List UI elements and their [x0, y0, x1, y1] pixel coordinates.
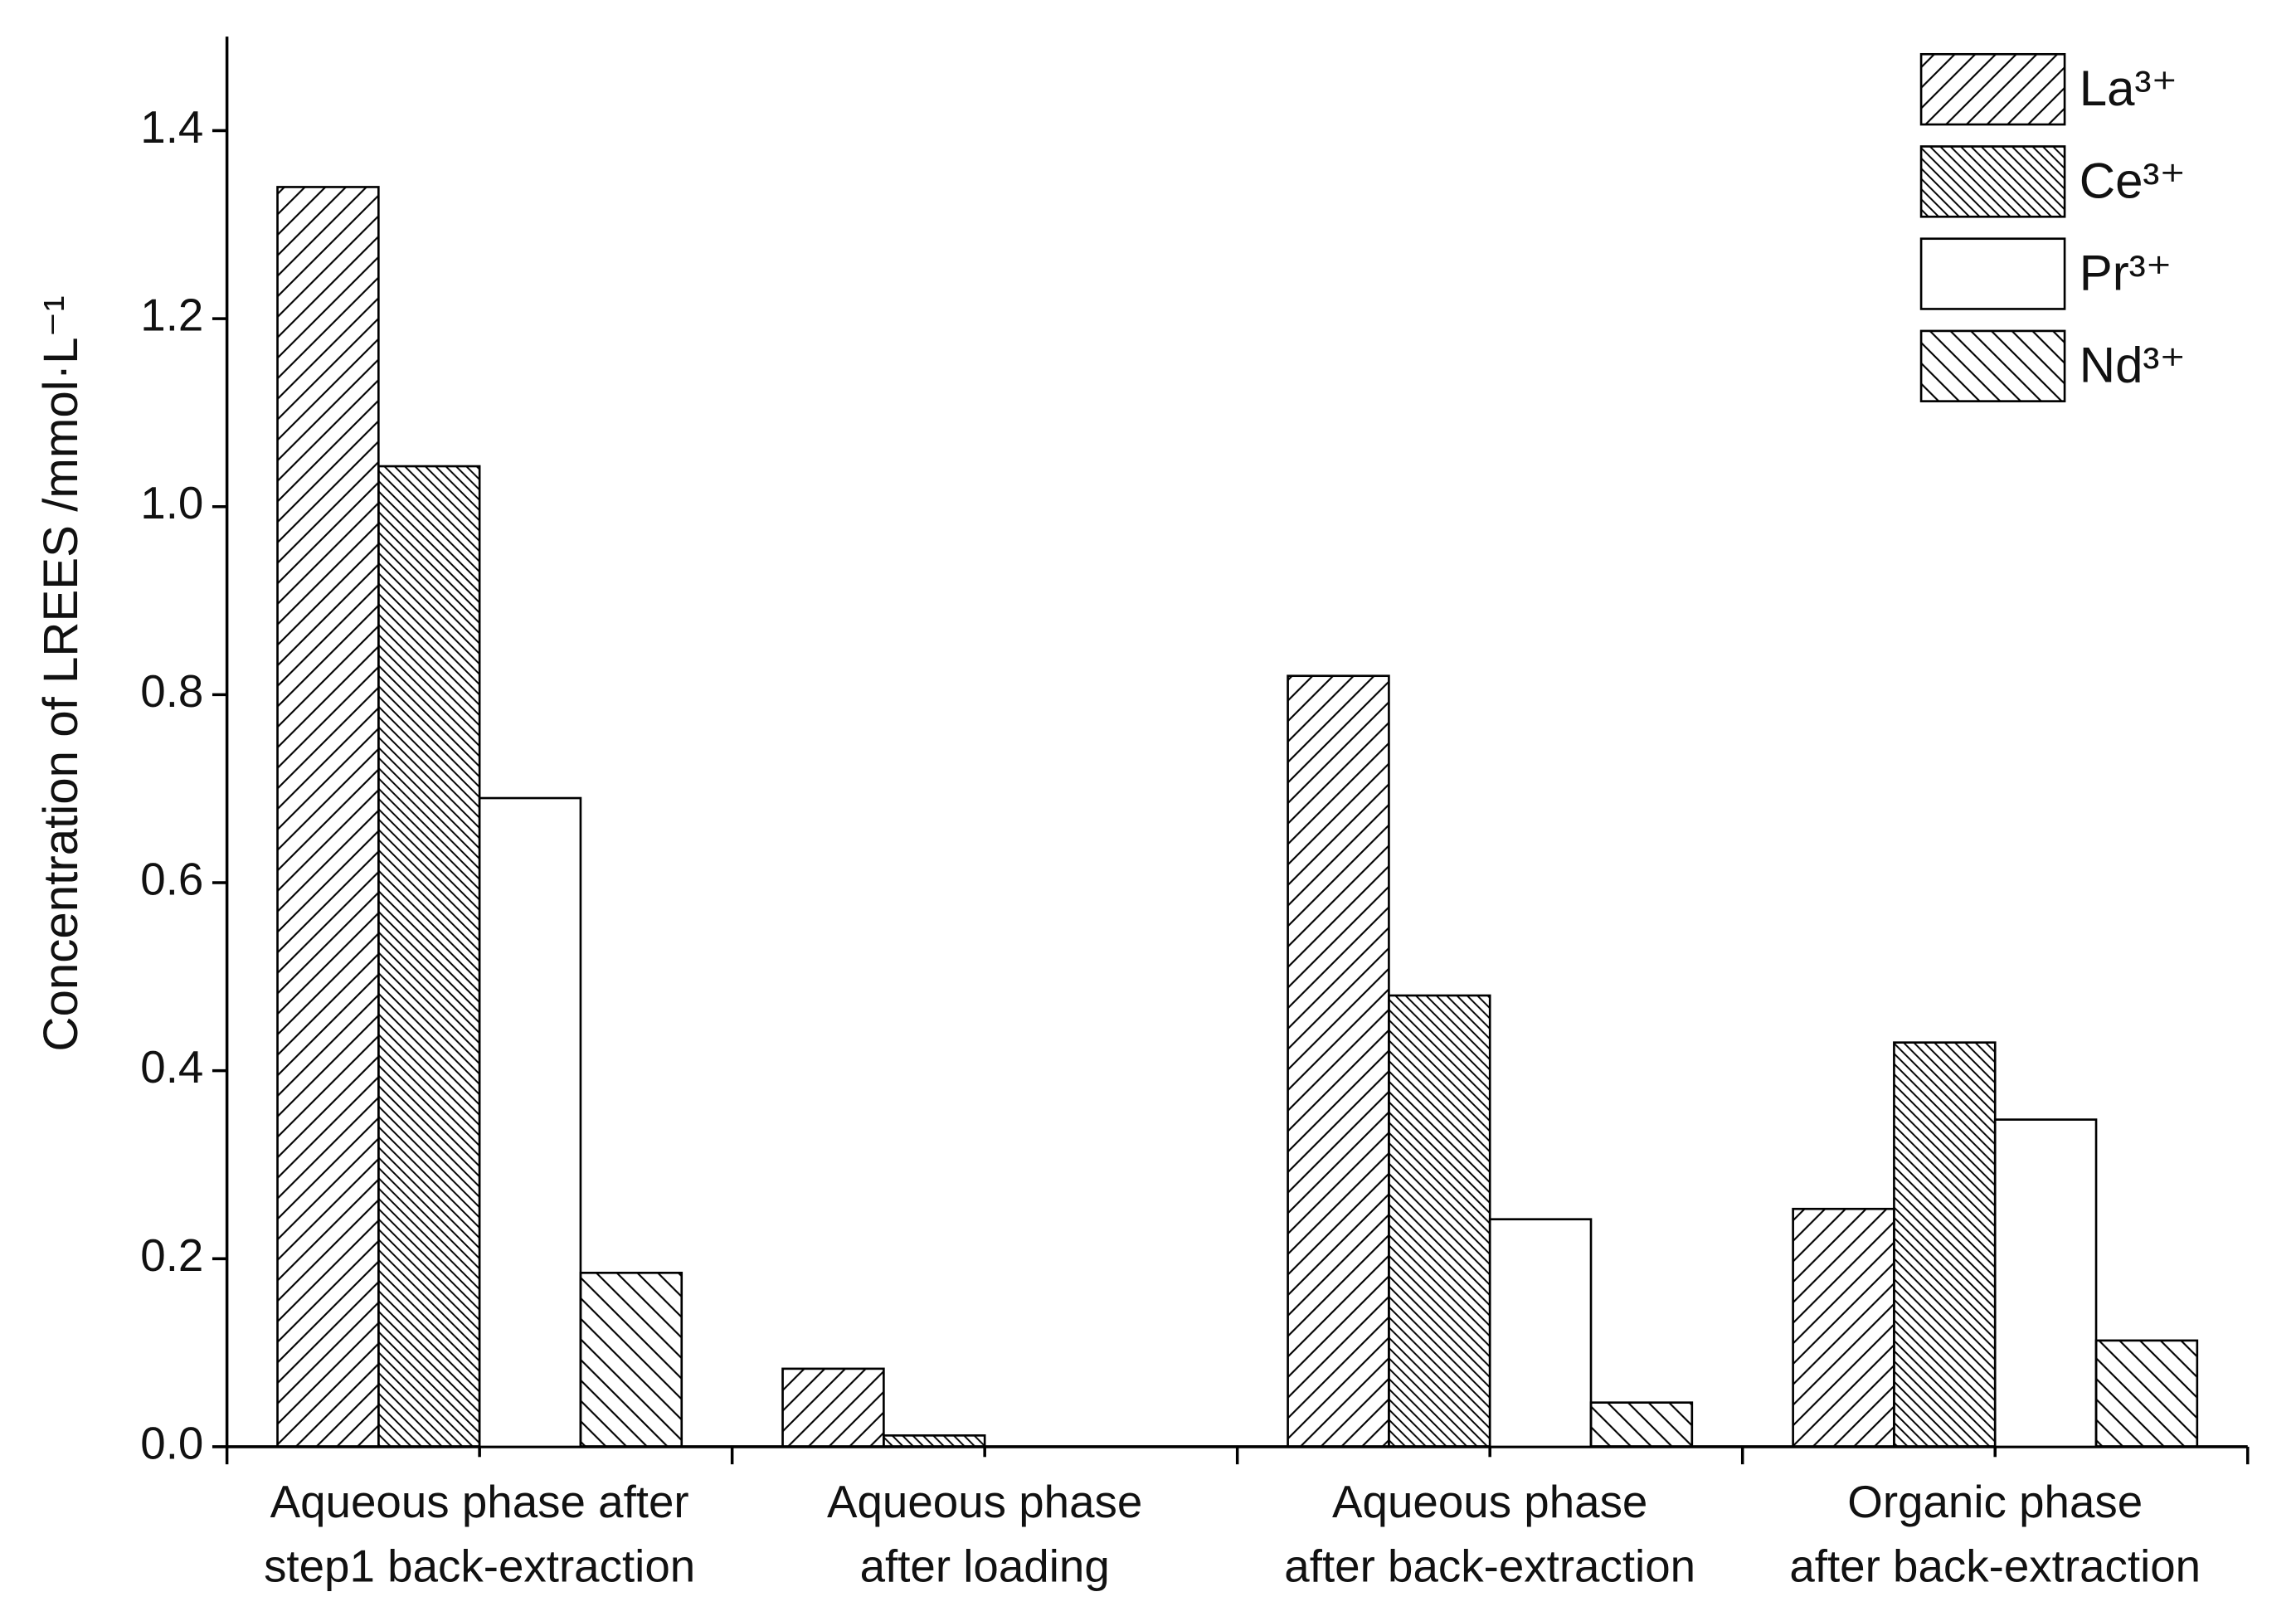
- bar: [276, 186, 380, 1448]
- x-tick-label: after back-extraction: [1789, 1541, 2201, 1592]
- bar: [1792, 1207, 1895, 1448]
- bar: [478, 796, 582, 1448]
- bar: [1893, 1041, 1997, 1448]
- legend-swatch: [1919, 329, 2066, 402]
- legend-label: Nd³⁺: [2080, 338, 2186, 393]
- legend-swatch: [1919, 52, 2066, 126]
- bar: [781, 1367, 885, 1448]
- bar: [1287, 674, 1390, 1448]
- bar: [1388, 994, 1491, 1448]
- bar: [1589, 1401, 1694, 1448]
- x-tick-label: Aqueous phase: [827, 1476, 1142, 1527]
- x-tick-label: after loading: [860, 1541, 1110, 1592]
- legend-label: Ce³⁺: [2080, 153, 2186, 208]
- y-tick-label: 1.4: [140, 101, 203, 153]
- bar: [1488, 1218, 1593, 1448]
- bar: [883, 1434, 986, 1448]
- bar: [1993, 1118, 2098, 1448]
- y-tick-label: 1.0: [140, 477, 203, 528]
- legend-swatch: [1919, 237, 2066, 310]
- x-tick-label: Aqueous phase after: [270, 1476, 689, 1527]
- legend-label: La³⁺: [2080, 61, 2177, 116]
- y-tick-label: 0.2: [140, 1229, 203, 1281]
- bar: [377, 465, 481, 1448]
- y-tick-label: 0.8: [140, 665, 203, 717]
- bar: [2094, 1339, 2199, 1448]
- y-tick-label: 0.6: [140, 853, 203, 904]
- y-tick-label: 0.0: [140, 1417, 203, 1468]
- y-axis-label: Concentration of LREES /mmol·L⁻¹: [34, 295, 88, 1051]
- bar: [579, 1271, 683, 1448]
- legend-swatch: [1919, 145, 2066, 218]
- x-tick-label: Organic phase: [1847, 1476, 2143, 1527]
- legend-label: Pr³⁺: [2080, 245, 2172, 300]
- y-tick-label: 1.2: [140, 290, 203, 341]
- y-tick-label: 0.4: [140, 1041, 203, 1093]
- x-tick-label: step1 back-extraction: [264, 1541, 695, 1592]
- x-tick-label: Aqueous phase: [1332, 1476, 1647, 1527]
- x-tick-label: after back-extraction: [1284, 1541, 1695, 1592]
